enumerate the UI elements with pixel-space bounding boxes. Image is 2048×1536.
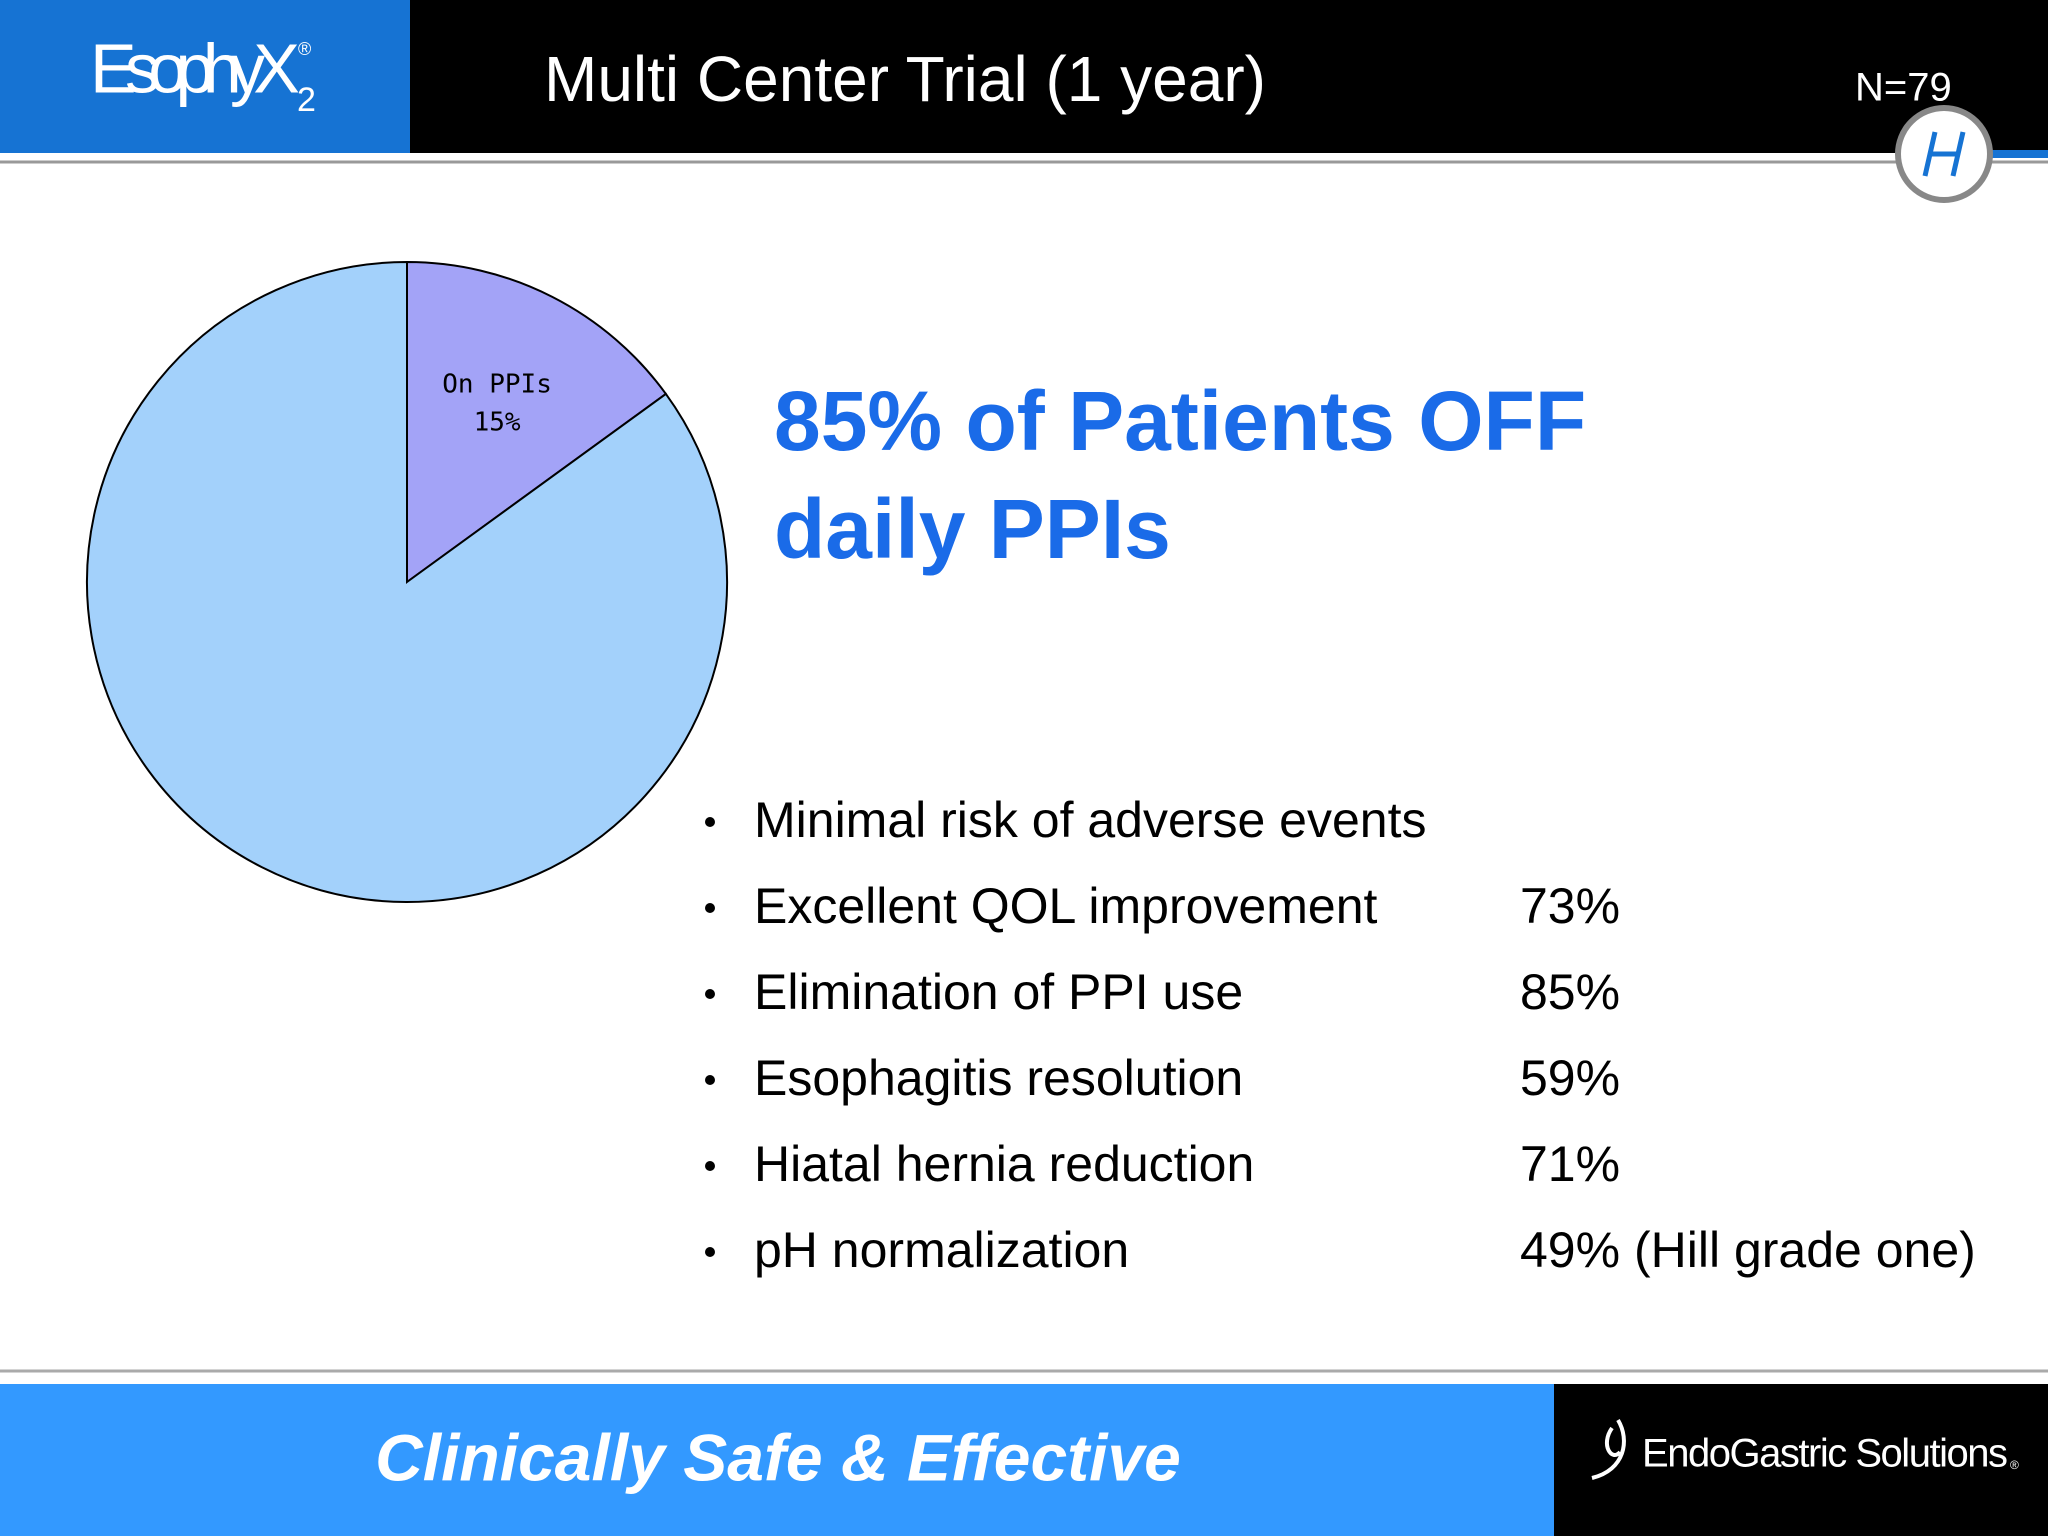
bullet-dot (705, 1161, 715, 1171)
bullet-text: Minimal risk of adverse events (754, 792, 1426, 848)
footer-logo-box (1554, 1384, 2048, 1536)
bullet-text: Elimination of PPI use (754, 964, 1243, 1020)
bullet-value: 85% (1520, 964, 1620, 1020)
brand: EsophyX (90, 29, 300, 107)
company-icon (1591, 1418, 1626, 1480)
company-mark: ® (2010, 1458, 2019, 1472)
bullet-value: 49% (Hill grade one) (1520, 1222, 1976, 1278)
bullet-value: 59% (1520, 1050, 1620, 1106)
slice-value: 15% (474, 408, 521, 438)
footer-bar (0, 1384, 1554, 1536)
bullet-dot (705, 903, 715, 913)
header-gap (0, 153, 2048, 159)
company: EndoGastric Solutions (1642, 1432, 2007, 1476)
bullet-value: 73% (1520, 878, 1620, 934)
bullet-value: 71% (1520, 1136, 1620, 1192)
brand-box (0, 0, 410, 153)
pie-chart: On PPIs 15% (86, 260, 728, 903)
tagline: Clinically Safe & Effective (375, 1420, 1181, 1494)
bullet-list: Minimal risk of adverse events Excellent … (705, 792, 1976, 1278)
pie-slice (406, 260, 668, 584)
brand-mark: ® (298, 39, 311, 59)
bullet-dot (705, 1075, 715, 1085)
bullet-text: pH normalization (754, 1222, 1129, 1278)
logo-icon (1922, 131, 1966, 177)
pie-slice (86, 260, 728, 903)
title: Multi Center Trial (1 year) (544, 43, 1266, 115)
bullet-dot (705, 817, 715, 827)
headline-line: daily PPIs (774, 482, 1171, 576)
brand-sub: 2 (297, 81, 316, 119)
headline-line: 85% of Patients OFF (774, 374, 1586, 468)
sample-size: N=79 (1855, 66, 1952, 110)
bullet-text: Hiatal hernia reduction (754, 1136, 1254, 1192)
slice-label: On PPIs (442, 370, 552, 400)
bullet-text: Excellent QOL improvement (754, 878, 1377, 934)
bullet-text: Esophagitis resolution (754, 1050, 1243, 1106)
bullet-dot (705, 1247, 715, 1257)
bullet-dot (705, 989, 715, 999)
header-accent (1940, 150, 2048, 158)
